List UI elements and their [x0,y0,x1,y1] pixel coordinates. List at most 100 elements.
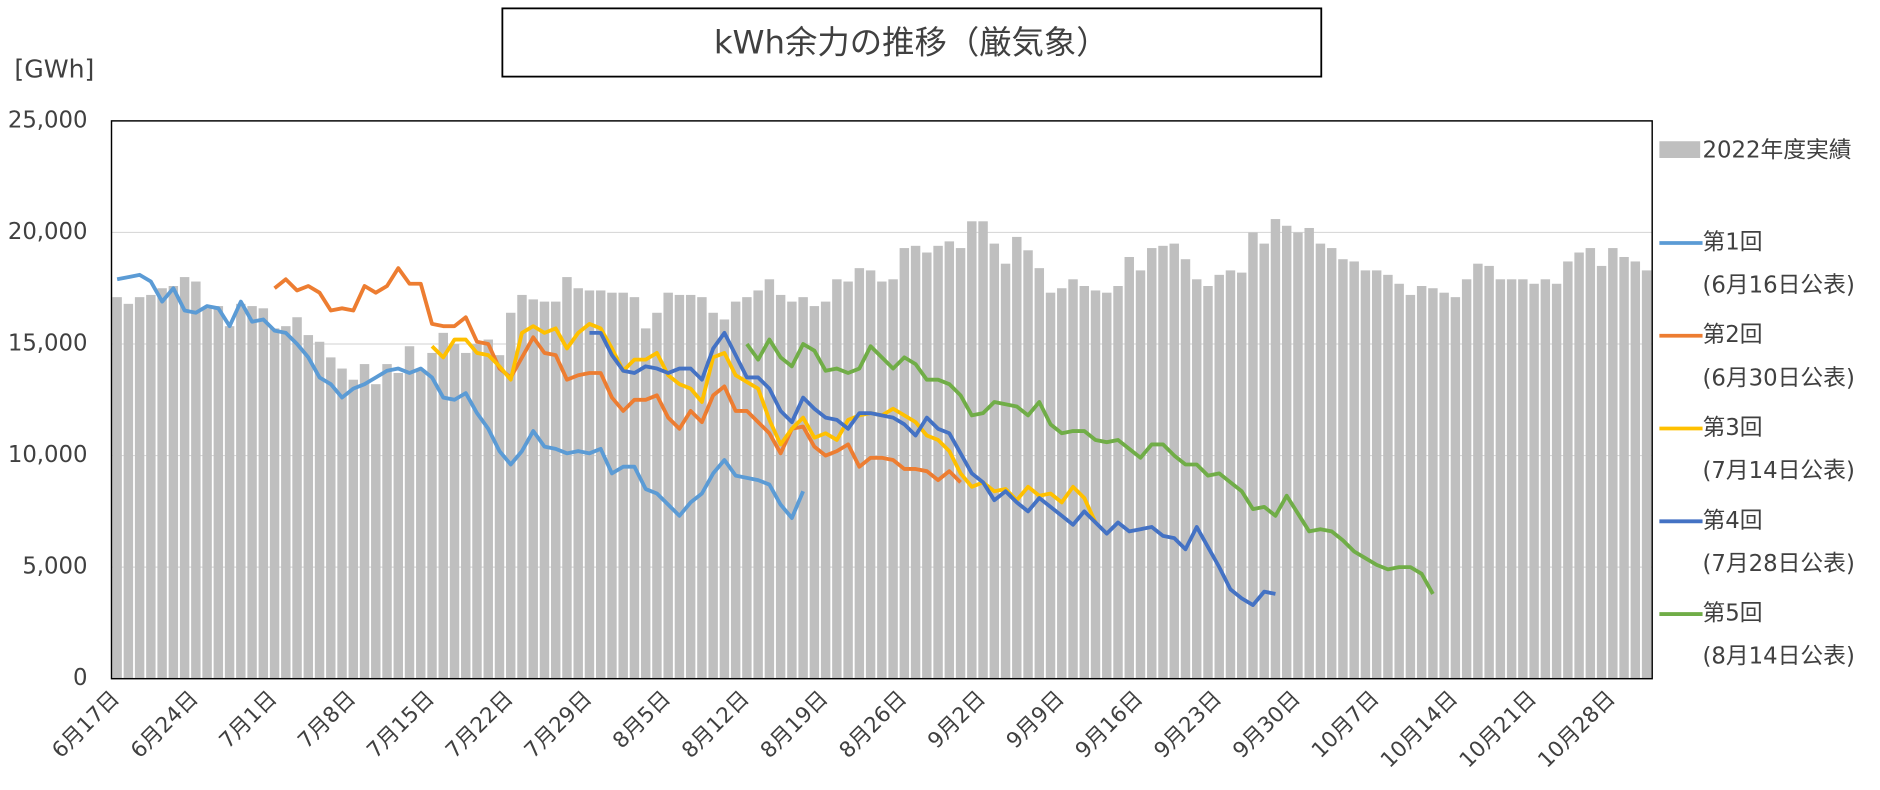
bar [1394,283,1404,679]
bar [1248,232,1258,679]
bar [348,379,359,679]
legend-note: (7月14日公表) [1703,458,1855,484]
bar [1045,292,1056,679]
bar [1270,219,1281,679]
bar [618,292,628,679]
bar [506,312,516,679]
bar [910,245,921,679]
bar [584,290,595,679]
bar [1529,283,1539,679]
x-tick-label: 8月26日 [835,686,912,763]
bar [1608,248,1618,679]
bar [1484,265,1494,679]
bar [371,384,381,679]
bar [1281,225,1292,679]
bar [224,326,235,679]
bar [719,319,730,679]
bar [1574,252,1584,679]
bar [1405,294,1416,679]
x-tick-label: 7月8日 [293,686,361,753]
x-tick-label: 10月28日 [1533,686,1620,773]
legend-note: (8月14日公表) [1703,644,1855,670]
bar [1641,270,1652,679]
bar [955,248,966,679]
bar [1102,292,1112,679]
bar [685,294,696,679]
legend-label: 第2回 [1703,322,1763,348]
y-tick-label: 15,000 [8,331,88,357]
bar [494,355,505,679]
chart-title: kWh余力の推移（厳気象） [714,23,1109,61]
bar [820,301,831,679]
plot-frame [110,120,1653,680]
bar [1360,270,1371,679]
bar [1461,279,1472,679]
bar [888,279,898,679]
bar [416,370,426,679]
bar [1315,243,1326,679]
bar [146,294,156,679]
bar [404,346,415,679]
bar [179,277,190,679]
bar [944,241,955,679]
bar [1596,265,1607,679]
bar [483,339,493,679]
bar [438,332,448,679]
bar [1439,292,1449,679]
legend-label: 2022年度実績 [1703,137,1852,163]
bar [134,297,145,679]
bar [730,301,741,679]
legend-label: 第3回 [1703,415,1763,441]
bar [337,368,347,679]
legend-note: (6月30日公表) [1703,365,1855,391]
bar [157,288,167,679]
x-tick-label: 9月16日 [1071,686,1148,763]
legend-note: (7月28日公表) [1703,551,1855,577]
bar [247,306,257,679]
bar [922,252,932,679]
bar [1180,259,1191,679]
x-tick-label: 6月24日 [126,686,203,763]
bar [112,297,122,679]
bar [1079,285,1089,679]
bar [528,299,538,679]
x-tick-label: 10月7日 [1307,686,1384,763]
bar [472,344,482,679]
bar [1383,274,1393,679]
bar [1023,250,1033,679]
bar [1551,283,1562,679]
bar [978,221,988,679]
bar [764,279,775,679]
bar [1506,279,1517,679]
bar [1214,274,1224,679]
bar [517,294,527,679]
bar [550,301,561,679]
bar [269,328,280,679]
bar [1225,270,1236,679]
bar [1585,248,1596,679]
bar [1169,243,1179,679]
bar [832,279,842,679]
bar [1518,279,1528,679]
bar [213,306,224,679]
y-tick-label: 20,000 [8,219,88,245]
bar [1349,261,1359,679]
bar [326,357,336,679]
y-tick-label: 5,000 [22,554,87,580]
bar [1090,290,1101,679]
x-tick-label: 7月15日 [362,686,439,763]
bar [854,268,865,679]
x-tick-label: 8月12日 [677,686,754,763]
bar [1563,261,1573,679]
bar [1619,256,1629,679]
bar [775,294,786,679]
x-tick-label: 9月2日 [923,686,991,753]
y-tick-label: 25,000 [8,107,88,133]
bar [629,297,640,679]
x-tick-label: 6月17日 [47,686,124,763]
bar [1236,272,1247,679]
legend-note: (6月16日公表) [1703,273,1855,299]
bar [640,328,651,679]
bar [753,290,763,679]
